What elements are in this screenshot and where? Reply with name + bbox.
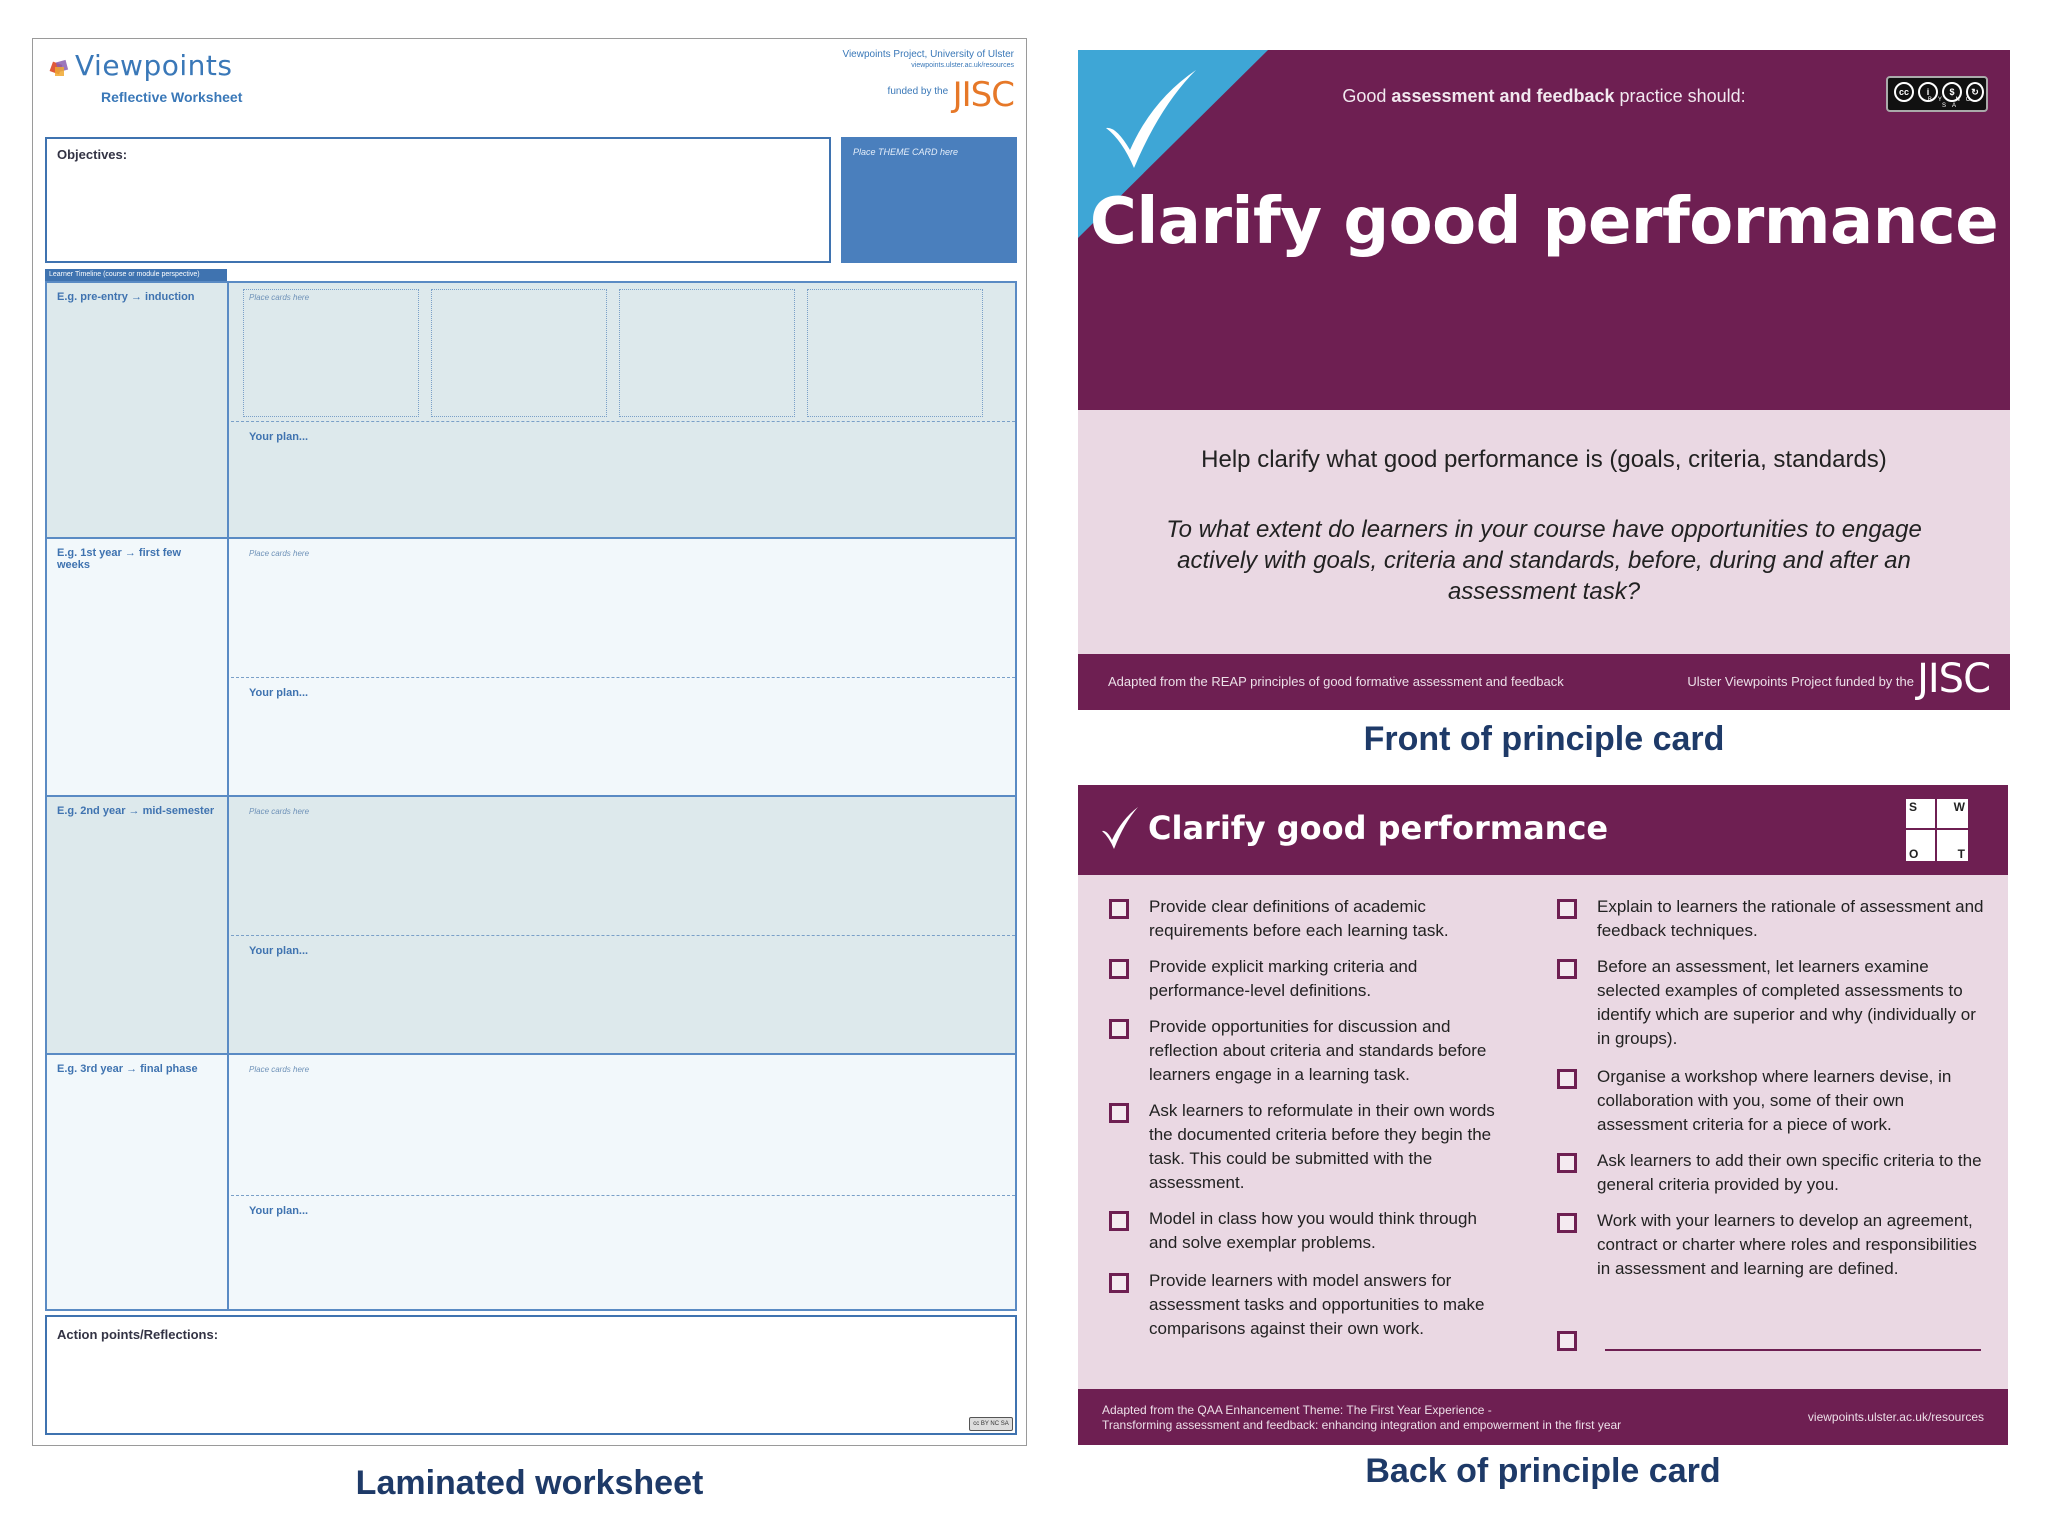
timeline-row: E.g. 2nd year → mid-semester Place cards…	[47, 797, 1015, 1055]
theme-card-slot: Place THEME CARD here	[841, 137, 1017, 263]
swot-t: T	[1957, 847, 1965, 861]
checkmark-icon	[1102, 807, 1138, 849]
funded-by: funded by the JISC	[714, 75, 1015, 115]
back-card-footer: Adapted from the QAA Enhancement Theme: …	[1078, 1389, 2008, 1445]
timeline-tab: Learner Timeline (course or module persp…	[45, 269, 227, 281]
checkbox	[1557, 899, 1577, 919]
row-divider	[231, 677, 1015, 678]
front-principle-card: Good assessment and feedback practice sh…	[1078, 50, 2010, 710]
place-cards-label: Place cards here	[249, 807, 310, 816]
checkbox	[1557, 1213, 1577, 1233]
back-card-title: Clarify good performance	[1148, 809, 1609, 847]
row-stage-label: E.g. 2nd year → mid-semester	[47, 797, 229, 1053]
credit-line-1: Viewpoints Project, University of Ulster	[842, 49, 1014, 60]
card-body: Help clarify what good performance is (g…	[1078, 410, 2010, 654]
row-divider	[231, 1195, 1015, 1196]
card-slot	[431, 289, 607, 417]
swot-s: S	[1906, 799, 1937, 830]
card-intro: Good assessment and feedback practice sh…	[1078, 86, 2010, 107]
your-plan-label: Your plan...	[249, 1205, 309, 1217]
footer-funded: Ulster Viewpoints Project funded by the	[1687, 674, 1914, 689]
checkmark-icon	[1106, 70, 1196, 168]
intro-post: practice should:	[1614, 86, 1746, 106]
credit-line-2: viewpoints.ulster.ac.uk/resources	[911, 62, 1014, 69]
checkbox	[1109, 899, 1129, 919]
checkbox	[1557, 1331, 1577, 1351]
card-slot	[243, 289, 419, 417]
principle-question: To what extent do learners in your cours…	[1166, 516, 1922, 605]
footer-source: Adapted from the QAA Enhancement Theme: …	[1102, 1403, 1621, 1433]
checkbox	[1109, 1211, 1129, 1231]
back-card-header: Clarify good performance S W O T	[1078, 785, 2008, 875]
objectives-label: Objectives:	[57, 147, 128, 162]
row-stage-label: E.g. 1st year → first few weeks	[47, 539, 229, 795]
your-plan-label: Your plan...	[249, 687, 309, 699]
action-points-box: Action points/Reflections: cc BY NC SA	[45, 1315, 1017, 1435]
checkbox	[1557, 959, 1577, 979]
jisc-logo: JISC	[952, 75, 1015, 115]
timeline-row: E.g. 1st year → first few weeks Place ca…	[47, 539, 1015, 797]
swot-grid: S W O T	[1906, 799, 1968, 861]
timeline-row: E.g. 3rd year → final phase Place cards …	[47, 1055, 1015, 1309]
objectives-box: Objectives:	[45, 137, 831, 263]
place-cards-label: Place cards here	[249, 549, 310, 558]
footer-source-line-2: Transforming assessment and feedback: en…	[1102, 1418, 1622, 1432]
action-points-label: Action points/Reflections:	[57, 1327, 219, 1342]
cc-license-labels: BY NC SA	[1927, 97, 1977, 109]
theme-card-label: Place THEME CARD here	[853, 147, 959, 157]
back-card-caption: Back of principle card	[1365, 1452, 1721, 1490]
blank-entry-line	[1605, 1349, 1981, 1351]
your-plan-label: Your plan...	[249, 945, 309, 957]
row-stage-label: E.g. pre-entry → induction	[47, 283, 229, 537]
cc-license-icon: cc i $ ↻ BY NC SA	[1886, 76, 1988, 112]
viewpoints-logo-icon	[49, 59, 69, 76]
your-plan-label: Your plan...	[249, 431, 309, 443]
row-divider	[231, 935, 1015, 936]
viewpoints-logo: Viewpoints Reflective Worksheet	[49, 47, 309, 109]
swot-w: W	[1937, 799, 1968, 830]
footer-url: viewpoints.ulster.ac.uk/resources	[1807, 1410, 1984, 1424]
cc-license-icon: cc BY NC SA	[969, 1417, 1013, 1431]
place-cards-label: Place cards here	[249, 293, 310, 302]
logo-name: Viewpoints	[75, 49, 233, 82]
worksheet-credit: Viewpoints Project, University of Ulster…	[714, 49, 1015, 115]
card-slot	[807, 289, 983, 417]
checkbox	[1109, 1019, 1129, 1039]
checkbox	[1109, 1273, 1129, 1293]
row-divider	[231, 421, 1015, 422]
card-slot	[619, 289, 795, 417]
row-stage-label: E.g. 3rd year → final phase	[47, 1055, 229, 1309]
learner-timeline: E.g. pre-entry → induction Place cards h…	[45, 281, 1017, 1311]
corner-triangle	[1078, 50, 1268, 238]
intro-bold: assessment and feedback	[1391, 86, 1615, 106]
checkbox	[1557, 1153, 1577, 1173]
jisc-logo: JISC	[1917, 656, 1991, 702]
principle-statement: Help clarify what good performance is (g…	[1201, 446, 1887, 473]
card-footer: Adapted from the REAP principles of good…	[1078, 654, 2010, 710]
front-card-caption: Front of principle card	[1363, 720, 1725, 758]
place-cards-label: Place cards here	[249, 1065, 310, 1074]
swot-o: O	[1906, 830, 1937, 861]
checkbox	[1109, 1103, 1129, 1123]
checkbox	[1557, 1069, 1577, 1089]
back-principle-card: Clarify good performance S W O T Provide…	[1078, 785, 2008, 1445]
footer-source: Adapted from the REAP principles of good…	[1108, 674, 1564, 689]
funded-by-label: funded by the	[887, 86, 949, 97]
timeline-row: E.g. pre-entry → induction Place cards h…	[47, 283, 1015, 539]
footer-source-line-1: Adapted from the QAA Enhancement Theme: …	[1102, 1403, 1492, 1417]
logo-subtitle: Reflective Worksheet	[101, 89, 243, 105]
laminated-worksheet: Viewpoints Reflective Worksheet Viewpoin…	[32, 38, 1027, 1446]
worksheet-caption: Laminated worksheet	[355, 1464, 704, 1502]
card-title: Clarify good performance	[1089, 185, 1999, 259]
checkbox	[1109, 959, 1129, 979]
intro-pre: Good	[1342, 86, 1392, 106]
